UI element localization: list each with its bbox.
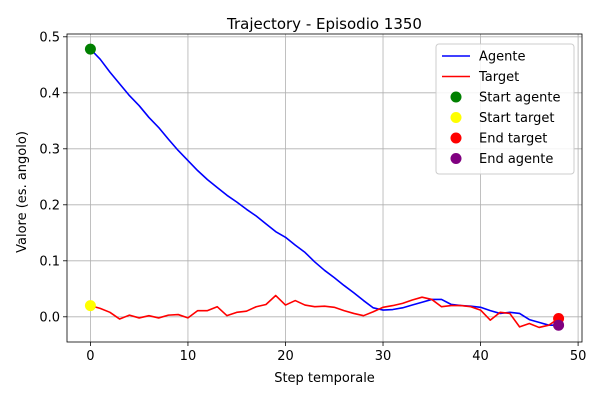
legend-label: Agente bbox=[479, 50, 525, 65]
y-tick-label: 0.0 bbox=[39, 310, 60, 325]
y-axis-label: Valore (es. angolo) bbox=[15, 131, 30, 253]
series-layer bbox=[89, 48, 560, 329]
legend-label: Target bbox=[478, 70, 519, 85]
legend-swatch-marker bbox=[450, 153, 462, 164]
series-line-agente bbox=[89, 48, 559, 327]
x-tick-label: 20 bbox=[277, 349, 294, 364]
y-tick-label: 0.3 bbox=[39, 142, 60, 157]
chart-title: Trajectory - Episodio 1350 bbox=[226, 15, 422, 33]
legend-items: Agente Target Start agente Start target End … bbox=[442, 50, 560, 167]
y-tick-label: 0.2 bbox=[39, 198, 60, 213]
legend-label: Start target bbox=[479, 111, 554, 126]
tick-layer: 0 10 20 30 40 50 0.0 0.1 0.2 0.3 0.4 0.5 bbox=[39, 30, 586, 364]
marker-start-target bbox=[84, 300, 96, 312]
y-tick-label: 0.5 bbox=[39, 30, 60, 45]
legend-label: End target bbox=[479, 132, 547, 147]
legend-box bbox=[435, 43, 575, 175]
legend-swatch-marker bbox=[450, 112, 462, 123]
x-axis-label: Step temporale bbox=[274, 371, 375, 386]
legend-swatch-marker bbox=[450, 91, 462, 103]
marker-start-agente bbox=[84, 43, 96, 55]
x-tick-label: 0 bbox=[86, 349, 94, 364]
marker-end-agente bbox=[553, 319, 565, 331]
legend: Agente Target Start agente Start target End … bbox=[435, 43, 575, 175]
legend-swatch-marker bbox=[450, 132, 462, 144]
x-tick-label: 10 bbox=[180, 349, 197, 364]
x-tick-label: 40 bbox=[472, 349, 489, 364]
y-tick-label: 0.4 bbox=[39, 86, 60, 101]
marker-layer bbox=[84, 43, 565, 331]
x-tick-label: 30 bbox=[375, 349, 392, 364]
x-tick-label: 50 bbox=[570, 349, 587, 364]
y-tick-label: 0.1 bbox=[39, 254, 60, 269]
series-line-target bbox=[90, 294, 560, 329]
legend-label: End agente bbox=[479, 152, 553, 167]
plot-frame bbox=[66, 33, 583, 343]
legend-label: Start agente bbox=[479, 91, 560, 106]
